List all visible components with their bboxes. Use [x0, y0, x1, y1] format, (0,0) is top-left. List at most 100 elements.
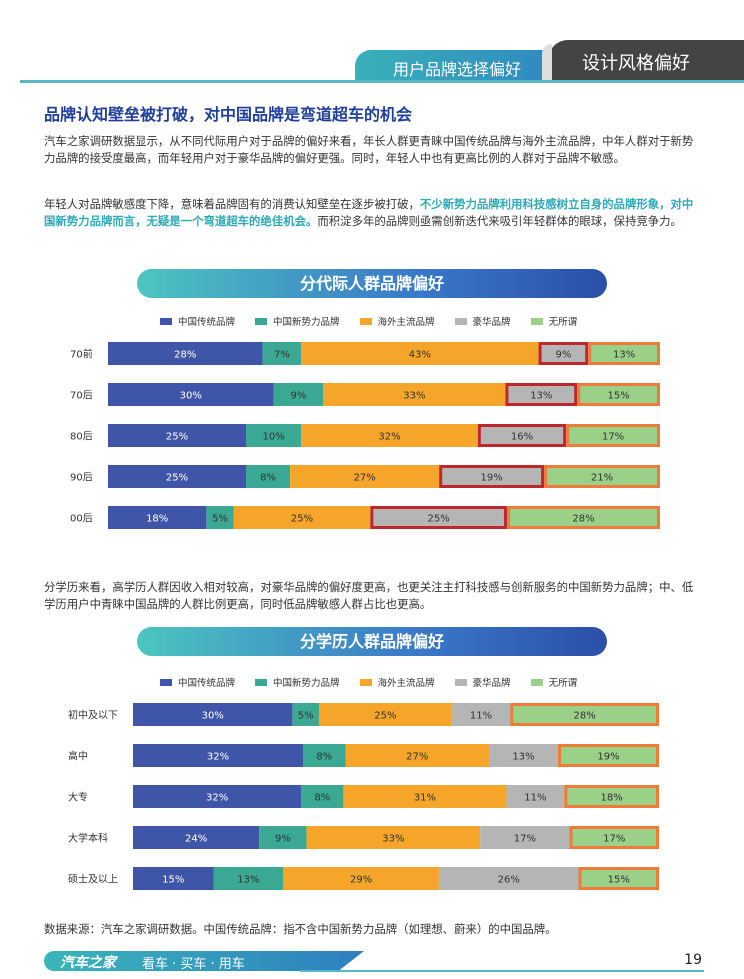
bar-segment [510, 703, 659, 726]
bar-segment [108, 506, 207, 529]
category-label: 90后 [70, 472, 93, 484]
active-tab[interactable]: 设计风格偏好 [542, 40, 744, 82]
bar-segment [303, 744, 346, 767]
data-label: 13% [613, 350, 635, 361]
paragraph-2-start: 年轻人对品牌敏感度下降，意味着品牌固有的消费认知壁垒在逐步被打破， [44, 197, 420, 211]
bar-segment [301, 424, 478, 447]
data-label: 17% [602, 432, 624, 443]
highlight-outline [566, 424, 660, 447]
highlight-outline [370, 506, 507, 529]
category-label: 硕士及以上 [68, 873, 118, 886]
bar-segment [544, 465, 660, 488]
data-label: 25% [374, 711, 396, 722]
bar-segment [133, 785, 302, 808]
legend-label: 无所谓 [548, 317, 578, 328]
category-label: 大学本科 [68, 832, 108, 845]
bar-segment [301, 785, 344, 808]
legend-label: 豪华品牌 [472, 317, 511, 328]
bar-segment [477, 424, 567, 447]
highlight-outline [578, 867, 660, 890]
bar-segment [578, 867, 659, 890]
highlight-outline [505, 383, 578, 406]
bar-segment [439, 465, 545, 488]
data-label: 21% [591, 473, 613, 484]
data-label: 18% [146, 514, 168, 525]
legend-swatch [530, 678, 543, 686]
category-label: 高中 [68, 750, 88, 763]
data-label: 15% [607, 391, 629, 402]
highlight-outline [577, 383, 661, 406]
data-label: 28% [572, 514, 594, 525]
legend-label: 中国传统品牌 [178, 317, 236, 328]
data-label: 25% [291, 514, 313, 525]
data-label: 31% [414, 793, 436, 804]
legend-item: 无所谓 [530, 675, 577, 689]
bar-segment [588, 342, 660, 365]
legend-education: 中国传统品牌 中国新势力品牌 海外主流品牌 豪华品牌 无所谓 [160, 675, 577, 689]
paragraph-1: 汽车之家调研数据显示，从不同代际用户对于品牌的偏好来看，年长人群更青睐中国传统品… [44, 134, 694, 165]
data-label: 8% [314, 793, 330, 804]
legend-swatch [454, 678, 467, 686]
bar-segment [246, 465, 291, 488]
legend-swatch [530, 317, 543, 325]
legend-swatch [255, 317, 268, 325]
data-label: 9% [291, 391, 307, 402]
bar-segment [318, 703, 452, 726]
data-label: 9% [275, 834, 291, 845]
active-tab-label: 设计风格偏好 [582, 53, 690, 74]
data-label: 16% [511, 432, 533, 443]
bar-segment [301, 342, 539, 365]
data-label: 25% [166, 473, 188, 484]
data-label: 30% [180, 391, 202, 402]
data-label: 26% [498, 875, 520, 886]
highlight-outline [544, 465, 661, 488]
legend-item: 中国传统品牌 [160, 314, 235, 328]
category-label: 初中及以下 [68, 709, 118, 722]
category-label: 大专 [68, 791, 88, 804]
category-label: 70后 [70, 390, 93, 402]
data-label: 33% [382, 834, 404, 845]
legend-label: 海外主流品牌 [377, 678, 435, 689]
data-label: 5% [212, 514, 228, 525]
data-label: 13% [237, 875, 259, 886]
data-label: 8% [260, 473, 276, 484]
chart-title-generation: 分代际人群品牌偏好 [137, 269, 607, 298]
bar-segment [451, 703, 511, 726]
bar-segment [108, 383, 274, 406]
bar-segment [566, 424, 660, 447]
bar-segment [259, 826, 307, 849]
paragraph-3: 分学历来看，高学历人群因收入相对较高，对豪华品牌的偏好度更高，也更关注主打科技感… [44, 580, 694, 611]
footer-banner: 汽车之家 看车 · 买车 · 用车 [44, 951, 364, 971]
bar-segment [108, 424, 246, 447]
legend-label: 海外主流品牌 [377, 317, 435, 328]
bar-segment [108, 342, 263, 365]
bar-segment [558, 744, 659, 767]
category-label: 80后 [70, 431, 93, 443]
bar-segment [506, 506, 660, 529]
data-label: 19% [597, 752, 619, 763]
data-label: 11% [470, 711, 492, 722]
legend-item: 无所谓 [530, 314, 578, 328]
data-label: 24% [185, 834, 207, 845]
highlight-outline [477, 424, 567, 447]
bar-segment [133, 826, 260, 849]
data-label: 8% [316, 752, 332, 763]
data-label: 11% [524, 793, 546, 804]
bar-segment [206, 506, 234, 529]
data-label: 18% [601, 793, 623, 804]
bar-segment [488, 744, 559, 767]
bar-segment [323, 383, 506, 406]
bar-segment [273, 383, 324, 406]
data-label: 33% [403, 391, 425, 402]
section-tab[interactable]: 用户品牌选择偏好 [355, 50, 570, 82]
bar-segment [345, 744, 489, 767]
paragraph-2-highlight: 不少新势力品牌利用科技感树立自身的品牌形象，对中国新势力品牌而言，无疑是一个弯道… [44, 197, 694, 228]
bar-segment [438, 867, 579, 890]
legend-label: 豪华品牌 [472, 678, 511, 689]
bar-segment [108, 465, 246, 488]
data-label: 32% [206, 793, 228, 804]
data-label: 19% [481, 473, 503, 484]
footer-divider [300, 970, 704, 972]
data-label: 25% [428, 514, 450, 525]
legend-item: 海外主流品牌 [359, 314, 435, 328]
